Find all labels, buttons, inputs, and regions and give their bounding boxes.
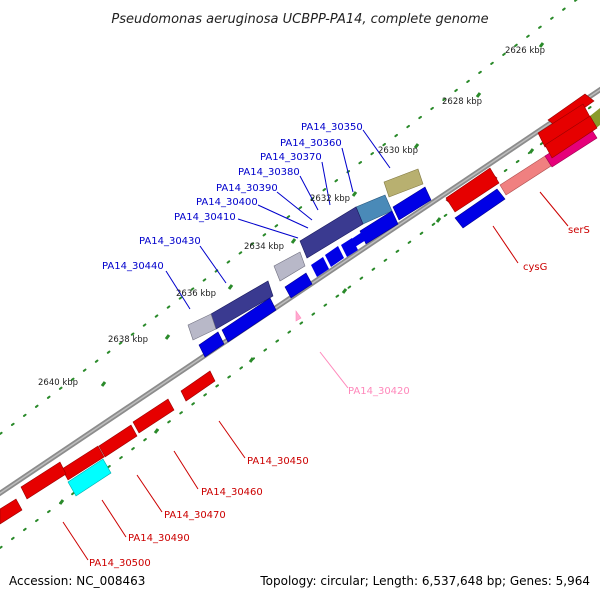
- gene-PA14_30360[interactable]: [355, 194, 399, 245]
- outer-tick-ring: [0, 0, 578, 435]
- inner-tick-ring: [0, 99, 600, 549]
- gene-forward-cont[interactable]: [544, 115, 598, 159]
- gene-label: PA14_30350: [301, 122, 363, 133]
- reverse-strand-genes: [187, 168, 506, 358]
- gene-label: PA14_30390: [216, 183, 278, 194]
- outer-tick: [100, 381, 107, 387]
- genome-stats-text: Topology: circular; Length: 6,537,648 bp…: [259, 574, 590, 588]
- leader-line: [218, 420, 246, 459]
- gene-PA14_30400[interactable]: [311, 257, 329, 277]
- gene-label: cysG: [523, 262, 547, 273]
- leader-line: [62, 521, 89, 561]
- gene-cysG[interactable]: [445, 167, 500, 213]
- forward-strand-genes: [0, 93, 600, 525]
- gene-PA14_30420[interactable]: [295, 310, 302, 322]
- gene-PA14_30380[interactable]: [341, 232, 366, 257]
- gene-PA14_30510[interactable]: [0, 498, 23, 525]
- gene-label: PA14_30410: [174, 212, 236, 223]
- leader-line: [173, 450, 199, 490]
- gene-label: PA14_30420: [348, 386, 410, 397]
- scale-tick-label: 2626 kbp: [505, 46, 545, 56]
- scale-tick-label: 2632 kbp: [310, 194, 350, 204]
- inner-tick: [341, 288, 348, 294]
- outer-tick: [164, 334, 171, 340]
- inner-tick: [528, 148, 535, 154]
- gene-label: PA14_30400: [196, 197, 258, 208]
- gene-label: PA14_30370: [260, 152, 322, 163]
- leader-line: [237, 218, 299, 239]
- leader-line: [101, 499, 127, 538]
- inner-tick: [153, 428, 160, 434]
- outer-tick: [475, 92, 482, 98]
- gene-label: PA14_30500: [89, 558, 151, 569]
- gene-PA14_30430[interactable]: [210, 280, 277, 343]
- scale-tick-label: 2638 kbp: [108, 335, 148, 345]
- gene-PA14_30410[interactable]: [273, 251, 313, 299]
- leader-line: [362, 129, 391, 169]
- gene-reverse-cysG[interactable]: [454, 188, 506, 229]
- leader-line: [199, 245, 227, 284]
- leader-line: [165, 270, 191, 310]
- gene-PA14_30500[interactable]: [20, 461, 67, 500]
- gene-olive[interactable]: [590, 108, 600, 129]
- leader-line: [321, 161, 331, 206]
- inner-tick: [435, 217, 442, 223]
- leader-line: [136, 474, 163, 513]
- gene-label: PA14_30460: [201, 487, 263, 498]
- gene-PA14_30460[interactable]: [132, 398, 175, 434]
- leader-line: [257, 204, 309, 229]
- scale-labels: 2626 kbp 2628 kbp 2630 kbp 2632 kbp 2634…: [38, 46, 545, 388]
- outer-tick: [413, 143, 420, 149]
- gene-label: serS: [568, 225, 590, 236]
- gene-PA14_30350[interactable]: [383, 168, 432, 221]
- scale-tick-label: 2640 kbp: [38, 378, 78, 388]
- gene-label: PA14_30490: [128, 533, 190, 544]
- gene-PA14_30370[interactable]: [299, 206, 364, 259]
- outer-tick: [351, 191, 358, 197]
- leader-line: [319, 351, 349, 389]
- gene-labels: PA14_30350 PA14_30360 PA14_30370 PA14_30…: [89, 122, 590, 569]
- gene-label: PA14_30430: [139, 236, 201, 247]
- gene-label: PA14_30360: [280, 138, 342, 149]
- gene-serS-pink[interactable]: [499, 155, 552, 196]
- inner-tick: [248, 357, 255, 363]
- gene-PA14_30450[interactable]: [180, 370, 216, 402]
- outer-tick: [227, 284, 234, 290]
- gene-label: PA14_30380: [238, 167, 300, 178]
- gene-label: PA14_30450: [247, 456, 309, 467]
- inner-tick: [58, 499, 65, 505]
- leader-line: [299, 175, 319, 211]
- gene-PA14_30390[interactable]: [325, 246, 344, 267]
- scale-tick-label: 2636 kbp: [176, 289, 216, 299]
- map-title: Pseudomonas aeruginosa UCBPP-PA14, compl…: [111, 12, 488, 27]
- outer-tick: [538, 42, 545, 48]
- outer-tick-marks: [100, 42, 545, 387]
- leader-line: [539, 191, 569, 227]
- gene-PA14_30470[interactable]: [98, 424, 138, 458]
- leader-lines: [62, 129, 569, 561]
- gene-PA14_30480[interactable]: [61, 445, 105, 481]
- scale-tick-label: 2628 kbp: [442, 97, 482, 107]
- accession-text: Accession: NC_008463: [9, 574, 145, 588]
- inner-tick-marks: [58, 148, 535, 505]
- outer-tick: [290, 238, 297, 244]
- leader-line: [276, 191, 313, 221]
- gene-label: PA14_30440: [102, 261, 164, 272]
- gene-PA14_30440[interactable]: [187, 313, 225, 358]
- scale-tick-label: 2634 kbp: [244, 242, 284, 252]
- leader-line: [341, 147, 354, 193]
- gene-label: PA14_30470: [164, 510, 226, 521]
- scale-tick-label: 2630 kbp: [378, 146, 418, 156]
- gene-PA14_30490[interactable]: [67, 458, 112, 497]
- leader-line: [492, 225, 519, 264]
